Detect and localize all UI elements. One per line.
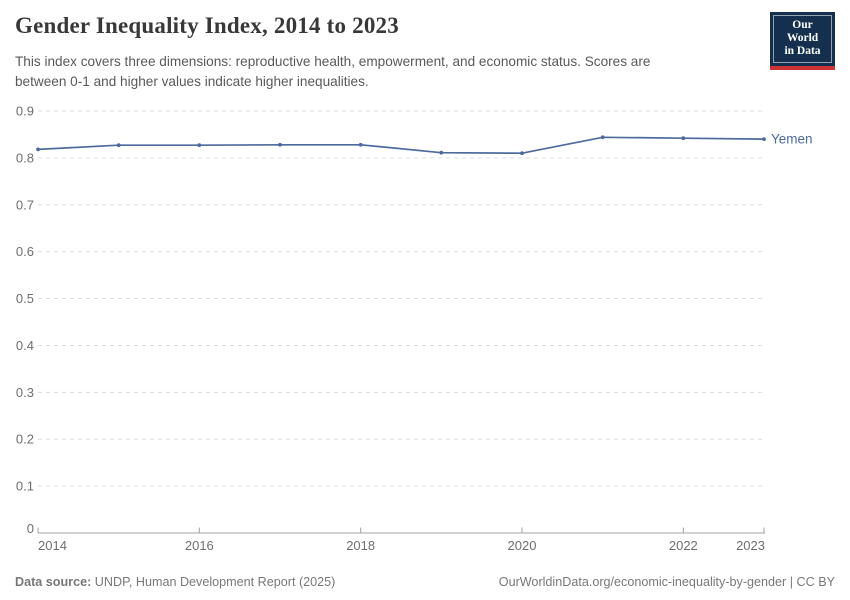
y-tick-label: 0.5 — [16, 291, 34, 306]
data-point — [36, 147, 40, 152]
data-point — [600, 135, 605, 140]
chart-subtitle: This index covers three dimensions: repr… — [15, 54, 651, 89]
y-tick-label: 0.7 — [16, 197, 34, 212]
x-tick-label: 2016 — [185, 538, 214, 553]
y-tick-label: 0 — [27, 521, 34, 536]
data-point — [520, 151, 524, 156]
data-point — [197, 143, 202, 148]
owid-logo[interactable]: Our World in Data — [770, 12, 835, 70]
series-label-yemen: Yemen — [771, 132, 813, 147]
data-source: Data source: UNDP, Human Development Rep… — [15, 575, 335, 589]
y-tick-label: 0.8 — [16, 150, 34, 165]
data-point — [762, 137, 766, 142]
data-source-label: Data source: — [15, 575, 92, 589]
chart-footer: Data source: UNDP, Human Development Rep… — [15, 575, 835, 589]
owid-logo-line2: in Data — [784, 45, 821, 57]
y-tick-label: 0.1 — [16, 479, 34, 494]
x-tick-label: 2022 — [669, 538, 698, 553]
data-source-value: UNDP, Human Development Report (2025) — [94, 575, 336, 589]
owid-logo-line1: Our World — [786, 19, 819, 44]
citation-link[interactable]: OurWorldinData.org/economic-inequality-b… — [498, 575, 835, 589]
y-tick-label: 0.3 — [16, 385, 34, 400]
data-point — [358, 142, 363, 147]
x-tick-label: 2020 — [508, 538, 537, 553]
x-tick-label: 2023 — [736, 538, 765, 553]
data-point — [116, 143, 121, 148]
y-tick-label: 0.4 — [16, 338, 34, 353]
y-tick-label: 0.9 — [16, 104, 34, 119]
data-point — [681, 136, 686, 141]
data-point — [278, 142, 282, 147]
data-line-yemen — [37, 136, 765, 155]
data-point — [439, 150, 444, 155]
x-tick-label: 2014 — [38, 538, 67, 553]
x-tick-label: 2018 — [346, 538, 375, 553]
chart-title: Gender Inequality Index, 2014 to 2023 — [15, 13, 399, 38]
y-tick-label: 0.2 — [16, 432, 34, 447]
owid-logo-text: Our World in Data — [773, 15, 832, 63]
y-tick-label: 0.6 — [16, 244, 34, 259]
